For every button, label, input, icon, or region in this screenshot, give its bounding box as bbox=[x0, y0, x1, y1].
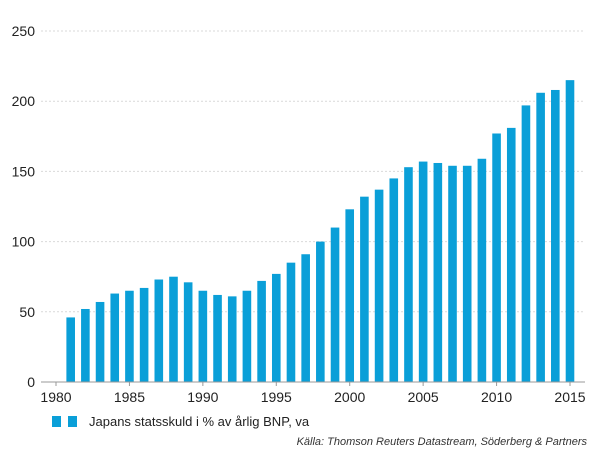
bar bbox=[433, 162, 443, 382]
x-tick-label: 1995 bbox=[261, 389, 292, 405]
y-tick-label: 50 bbox=[19, 304, 35, 320]
gridlines bbox=[41, 30, 585, 313]
bar bbox=[521, 105, 531, 382]
bar bbox=[404, 167, 413, 382]
y-tick-label: 250 bbox=[12, 23, 36, 39]
bar bbox=[448, 165, 457, 382]
bar bbox=[139, 287, 149, 382]
bar bbox=[154, 279, 164, 382]
bars bbox=[66, 80, 575, 382]
legend-swatch bbox=[68, 416, 77, 427]
x-tick-label: 2000 bbox=[334, 389, 365, 405]
bar bbox=[301, 254, 310, 382]
bar bbox=[213, 294, 222, 382]
bar bbox=[125, 290, 134, 382]
bar bbox=[389, 178, 399, 382]
bar bbox=[227, 296, 237, 382]
bar bbox=[257, 280, 266, 382]
bar bbox=[183, 282, 193, 382]
x-tick-label: 2005 bbox=[408, 389, 439, 405]
y-tick-label: 200 bbox=[12, 93, 36, 109]
bar bbox=[81, 308, 90, 382]
bar bbox=[110, 293, 120, 382]
x-tick-label: 1990 bbox=[187, 389, 218, 405]
y-tick-label: 150 bbox=[12, 163, 36, 179]
legend: Japans statsskuld i % av årlig BNP, va bbox=[52, 414, 309, 429]
bar bbox=[286, 262, 296, 382]
bar bbox=[462, 165, 472, 382]
x-tick-label: 1985 bbox=[114, 389, 145, 405]
x-tick-label: 2015 bbox=[554, 389, 585, 405]
bar bbox=[345, 209, 355, 382]
x-axis-ticks: 1980 1985 1990 1995 2000 2005 2010 2015 bbox=[40, 382, 586, 405]
source-note: Källa: Thomson Reuters Datastream, Söder… bbox=[296, 436, 587, 448]
bar bbox=[374, 189, 384, 382]
bar bbox=[330, 227, 340, 382]
bar bbox=[360, 196, 369, 382]
bar-chart: 0 50 100 150 200 250 1980 1985 1990 1995 2000 2005… bbox=[12, 23, 586, 405]
bar bbox=[492, 133, 501, 382]
bar bbox=[477, 158, 487, 382]
y-tick-label: 100 bbox=[12, 234, 36, 250]
bar bbox=[95, 301, 105, 382]
bar bbox=[418, 161, 428, 382]
bar bbox=[565, 80, 575, 382]
bar bbox=[551, 89, 560, 382]
bar bbox=[169, 276, 178, 382]
legend-label: Japans statsskuld i % av årlig BNP, va bbox=[89, 414, 310, 429]
x-tick-label: 2010 bbox=[481, 389, 512, 405]
bar bbox=[506, 127, 516, 382]
bar bbox=[66, 317, 75, 382]
legend-swatch bbox=[52, 416, 61, 427]
bar bbox=[536, 92, 545, 382]
bar bbox=[271, 273, 281, 382]
x-tick-label: 1980 bbox=[40, 389, 71, 405]
bar bbox=[316, 241, 325, 382]
y-axis-ticks: 0 50 100 150 200 250 bbox=[12, 23, 36, 390]
bar bbox=[242, 290, 252, 382]
bar bbox=[198, 290, 208, 382]
y-tick-label: 0 bbox=[27, 374, 35, 390]
